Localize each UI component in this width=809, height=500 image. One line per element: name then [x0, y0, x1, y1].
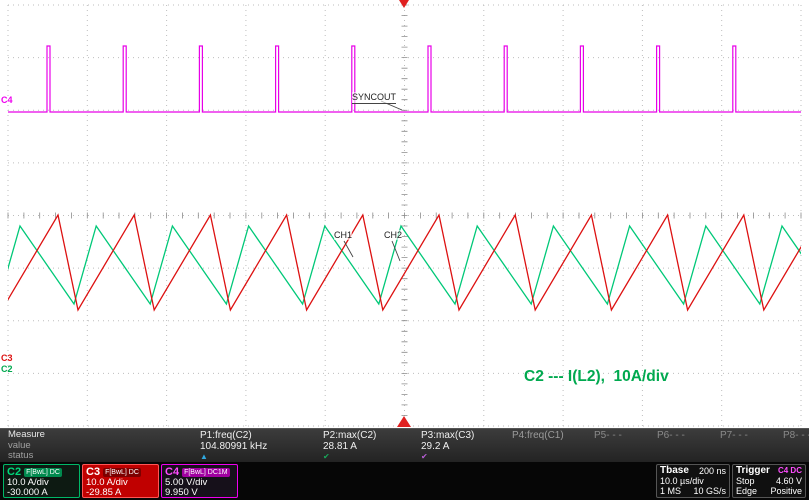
- graticule-and-traces: [7, 0, 802, 427]
- channel-box-c4[interactable]: C4 F[BwL] DC1M 5.00 V/div 9.950 V: [161, 464, 238, 498]
- c4-coupling-tag: F[BwL] DC1M: [182, 467, 230, 477]
- trace-legend: C2 --- I(L2), 10A/div C3 --- I(L1), 10A/…: [524, 314, 705, 428]
- c2-zero-marker[interactable]: C2: [1, 364, 13, 374]
- timebase-scale: 10.0 µs/div: [660, 476, 704, 486]
- c2-scale: 10.0 A/div: [7, 477, 49, 488]
- c4-offset: 9.950 V: [165, 487, 198, 498]
- trigger-title: Trigger: [736, 465, 770, 476]
- trigger-type: Edge: [736, 486, 758, 496]
- c3-scale: 10.0 A/div: [86, 477, 128, 488]
- timebase-title: Tbase: [660, 465, 689, 476]
- measure-panel: Measure value status P1:freq(C2) 104.809…: [0, 428, 809, 462]
- c3-offset: -29.85 A: [86, 487, 122, 498]
- p3-status-icon: ✔: [421, 452, 428, 461]
- measure-p8[interactable]: P8- - -: [783, 430, 809, 441]
- timebase-samples: 1 MS: [660, 486, 682, 496]
- c4-zero-marker[interactable]: C4: [1, 95, 13, 105]
- measure-title: Measure: [8, 429, 45, 440]
- ch1-callout: CH1: [334, 230, 353, 240]
- measure-p4[interactable]: P4:freq(C1): [512, 430, 564, 441]
- timebase-box[interactable]: Tbase 200 ns 10.0 µs/div 1 MS 10 GS/s: [656, 464, 730, 498]
- p1-status-icon: ▲: [200, 452, 208, 461]
- status-bar: C2 F[BwL] DC 10.0 A/div -30.000 A C3 F[B…: [0, 462, 809, 500]
- c3-label: C3: [86, 466, 101, 478]
- measure-p5[interactable]: P5- - -: [594, 430, 622, 441]
- c4-label: C4: [165, 466, 180, 478]
- c3-coupling-tag: F[BwL] DC: [103, 467, 141, 477]
- measure-p1[interactable]: P1:freq(C2) 104.80991 kHz ▲: [200, 429, 318, 462]
- measure-p7[interactable]: P7- - -: [720, 430, 748, 441]
- measure-row-status: status: [8, 450, 34, 461]
- trigger-slope: Positive: [770, 486, 802, 496]
- measure-p3[interactable]: P3:max(C3) 29.2 A ✔: [421, 429, 539, 462]
- legend-c2: C2 --- I(L2), 10A/div: [524, 368, 669, 385]
- ch2-callout: CH2: [384, 230, 403, 240]
- c2-label: C2: [7, 466, 22, 478]
- c4-scale: 5.00 V/div: [165, 477, 208, 488]
- c2-coupling-tag: F[BwL] DC: [24, 467, 62, 477]
- trigger-mode: Stop: [736, 476, 755, 486]
- p2-status-icon: ✔: [323, 452, 330, 461]
- c3-zero-marker[interactable]: C3: [1, 353, 13, 363]
- syncout-callout: SYNCOUT: [352, 92, 397, 104]
- timebase-rate: 10 GS/s: [693, 486, 726, 496]
- trigger-source: C4 DC: [777, 466, 802, 475]
- channel-box-c3[interactable]: C3 F[BwL] DC 10.0 A/div -29.85 A: [82, 464, 159, 498]
- trigger-level: 4.60 V: [775, 476, 802, 486]
- measure-p2[interactable]: P2:max(C2) 28.81 A ✔: [323, 429, 441, 462]
- waveform-display[interactable]: C4 C3 C2 SYNCOUT CH1 CH2 C2 --- I(L2), 1…: [0, 0, 809, 428]
- c2-offset: -30.000 A: [7, 487, 48, 498]
- trigger-box[interactable]: Trigger C4 DC Stop 4.60 V Edge Positive: [732, 464, 806, 498]
- channel-box-c2[interactable]: C2 F[BwL] DC 10.0 A/div -30.000 A: [3, 464, 80, 498]
- measure-row-value: value: [8, 440, 31, 451]
- measure-p6[interactable]: P6- - -: [657, 430, 685, 441]
- timebase-delay: 200 ns: [698, 466, 726, 476]
